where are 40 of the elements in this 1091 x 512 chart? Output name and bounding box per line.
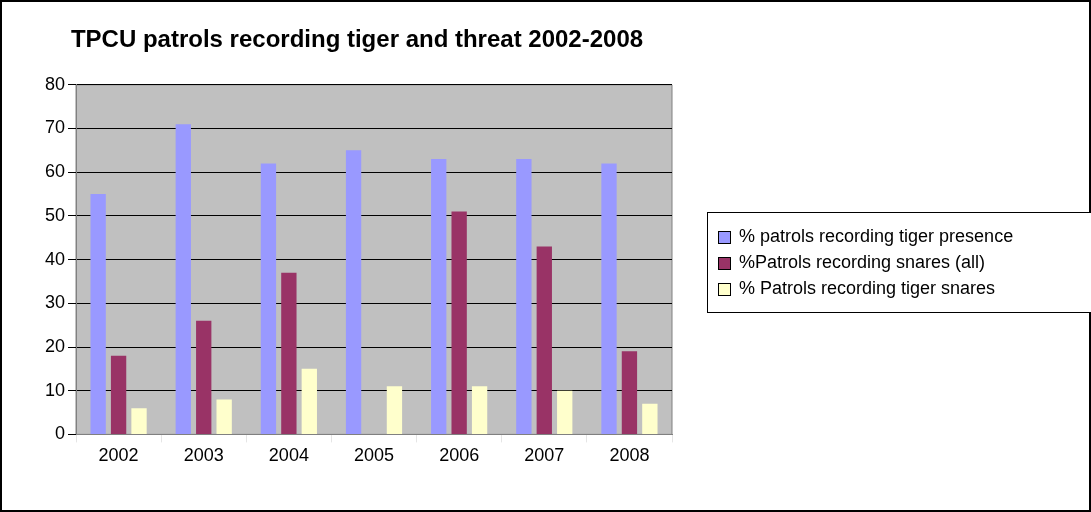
bar xyxy=(471,386,488,434)
y-tick-label: 70 xyxy=(44,117,66,138)
x-tick-label: 2003 xyxy=(183,445,224,466)
x-tick-label: 2004 xyxy=(268,445,309,466)
bar xyxy=(110,355,127,434)
bar xyxy=(557,390,573,434)
y-tick-label: 10 xyxy=(44,379,66,400)
y-tick-label: 40 xyxy=(44,248,66,269)
bar xyxy=(175,124,191,434)
bar xyxy=(90,194,106,434)
x-tick-label: 2002 xyxy=(98,445,139,466)
chart-title: TPCU patrols recording tiger and threat 2002-2008 xyxy=(70,25,644,53)
y-tick-label: 80 xyxy=(44,73,66,94)
bar xyxy=(216,399,232,434)
bar xyxy=(431,159,447,434)
bar xyxy=(301,368,317,434)
bar xyxy=(451,211,467,434)
bar xyxy=(196,320,212,434)
legend-label: %Patrols recording snares (all) xyxy=(739,252,986,273)
bar xyxy=(260,163,277,434)
bar xyxy=(536,246,552,434)
bar xyxy=(621,351,638,434)
bar xyxy=(601,163,617,434)
legend-label: % patrols recording tiger presence xyxy=(739,226,1014,247)
y-tick-label: 50 xyxy=(44,204,66,225)
bar xyxy=(516,159,532,434)
x-tick-label: 2008 xyxy=(609,445,650,466)
bar xyxy=(281,272,297,434)
x-tick-label: 2007 xyxy=(524,445,565,466)
y-tick-label: 20 xyxy=(44,335,66,356)
bar xyxy=(642,403,658,434)
bar xyxy=(386,386,403,434)
bar xyxy=(345,150,362,434)
legend-label: % Patrols recording tiger snares xyxy=(739,278,996,299)
y-tick-label: 0 xyxy=(55,423,66,444)
x-tick-label: 2006 xyxy=(439,445,480,466)
y-tick-label: 60 xyxy=(44,161,66,182)
bar xyxy=(131,408,147,434)
y-tick-label: 30 xyxy=(44,292,66,313)
x-tick-label: 2005 xyxy=(353,445,395,466)
